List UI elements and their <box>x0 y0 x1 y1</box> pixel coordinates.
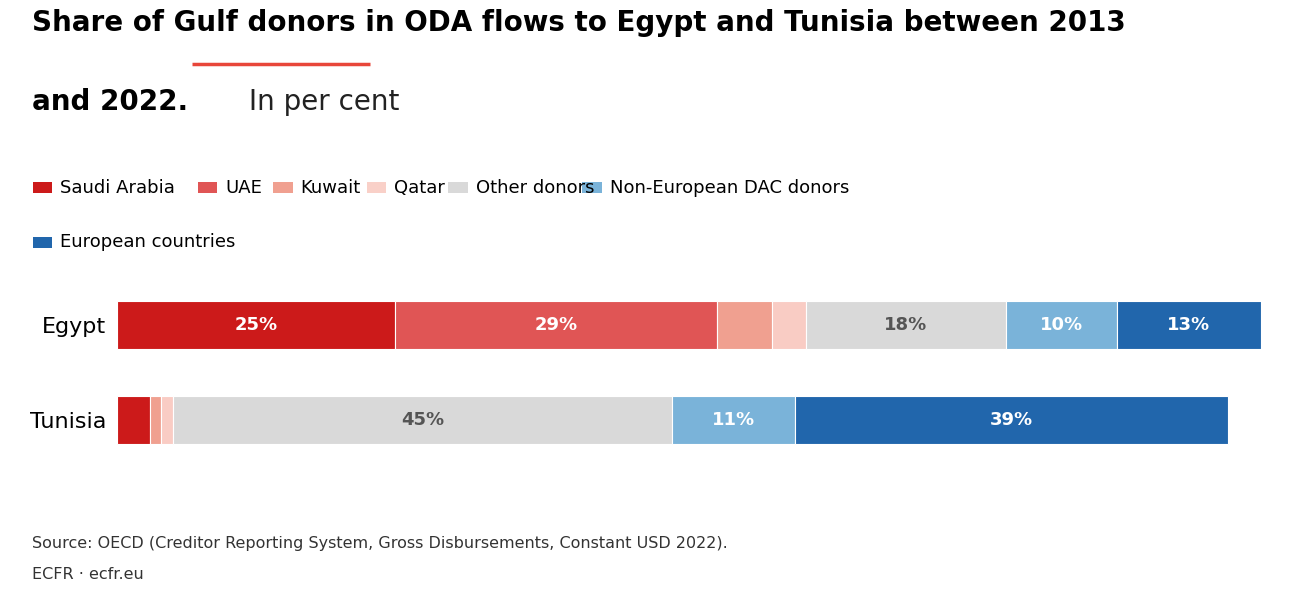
Text: 45%: 45% <box>400 411 445 429</box>
Bar <box>794 396 1227 444</box>
Text: 13%: 13% <box>1167 316 1210 334</box>
Text: 39%: 39% <box>989 411 1032 429</box>
Text: and 2022.: and 2022. <box>32 88 188 116</box>
Text: ECFR · ecfr.eu: ECFR · ecfr.eu <box>32 567 144 582</box>
Bar <box>1005 301 1117 349</box>
Bar <box>772 301 806 349</box>
Bar <box>806 301 1005 349</box>
Text: Kuwait: Kuwait <box>300 179 361 197</box>
Text: Share of Gulf donors in ODA flows to Egypt and Tunisia between 2013: Share of Gulf donors in ODA flows to Egy… <box>32 9 1126 37</box>
Text: 25%: 25% <box>234 316 277 334</box>
Text: 10%: 10% <box>1040 316 1083 334</box>
Text: Saudi Arabia: Saudi Arabia <box>60 179 176 197</box>
Bar <box>1117 301 1261 349</box>
Bar <box>672 396 794 444</box>
Text: European countries: European countries <box>60 233 235 251</box>
Text: In per cent: In per cent <box>240 88 400 116</box>
Text: Qatar: Qatar <box>394 179 445 197</box>
Bar <box>173 396 672 444</box>
Text: UAE: UAE <box>225 179 263 197</box>
Bar <box>395 301 716 349</box>
Text: Other donors: Other donors <box>476 179 594 197</box>
Bar <box>117 301 395 349</box>
Text: 18%: 18% <box>884 316 927 334</box>
Bar <box>151 396 161 444</box>
Bar <box>161 396 173 444</box>
Bar <box>716 301 772 349</box>
Bar <box>117 396 151 444</box>
Text: 11%: 11% <box>712 411 755 429</box>
Text: Source: OECD (Creditor Reporting System, Gross Disbursements, Constant USD 2022): Source: OECD (Creditor Reporting System,… <box>32 536 728 551</box>
Text: 29%: 29% <box>534 316 577 334</box>
Text: Non-European DAC donors: Non-European DAC donors <box>610 179 849 197</box>
